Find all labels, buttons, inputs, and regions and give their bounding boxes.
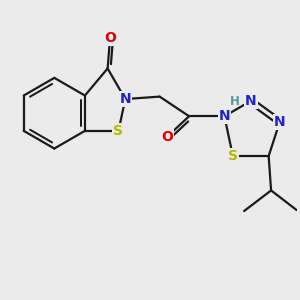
- Text: N: N: [119, 92, 131, 106]
- Text: N: N: [219, 109, 230, 123]
- Text: O: O: [104, 31, 116, 45]
- Text: H: H: [230, 95, 240, 108]
- Text: S: S: [228, 149, 238, 163]
- Text: N: N: [274, 115, 286, 129]
- Text: N: N: [245, 94, 256, 108]
- Text: O: O: [161, 130, 173, 144]
- Text: S: S: [113, 124, 124, 138]
